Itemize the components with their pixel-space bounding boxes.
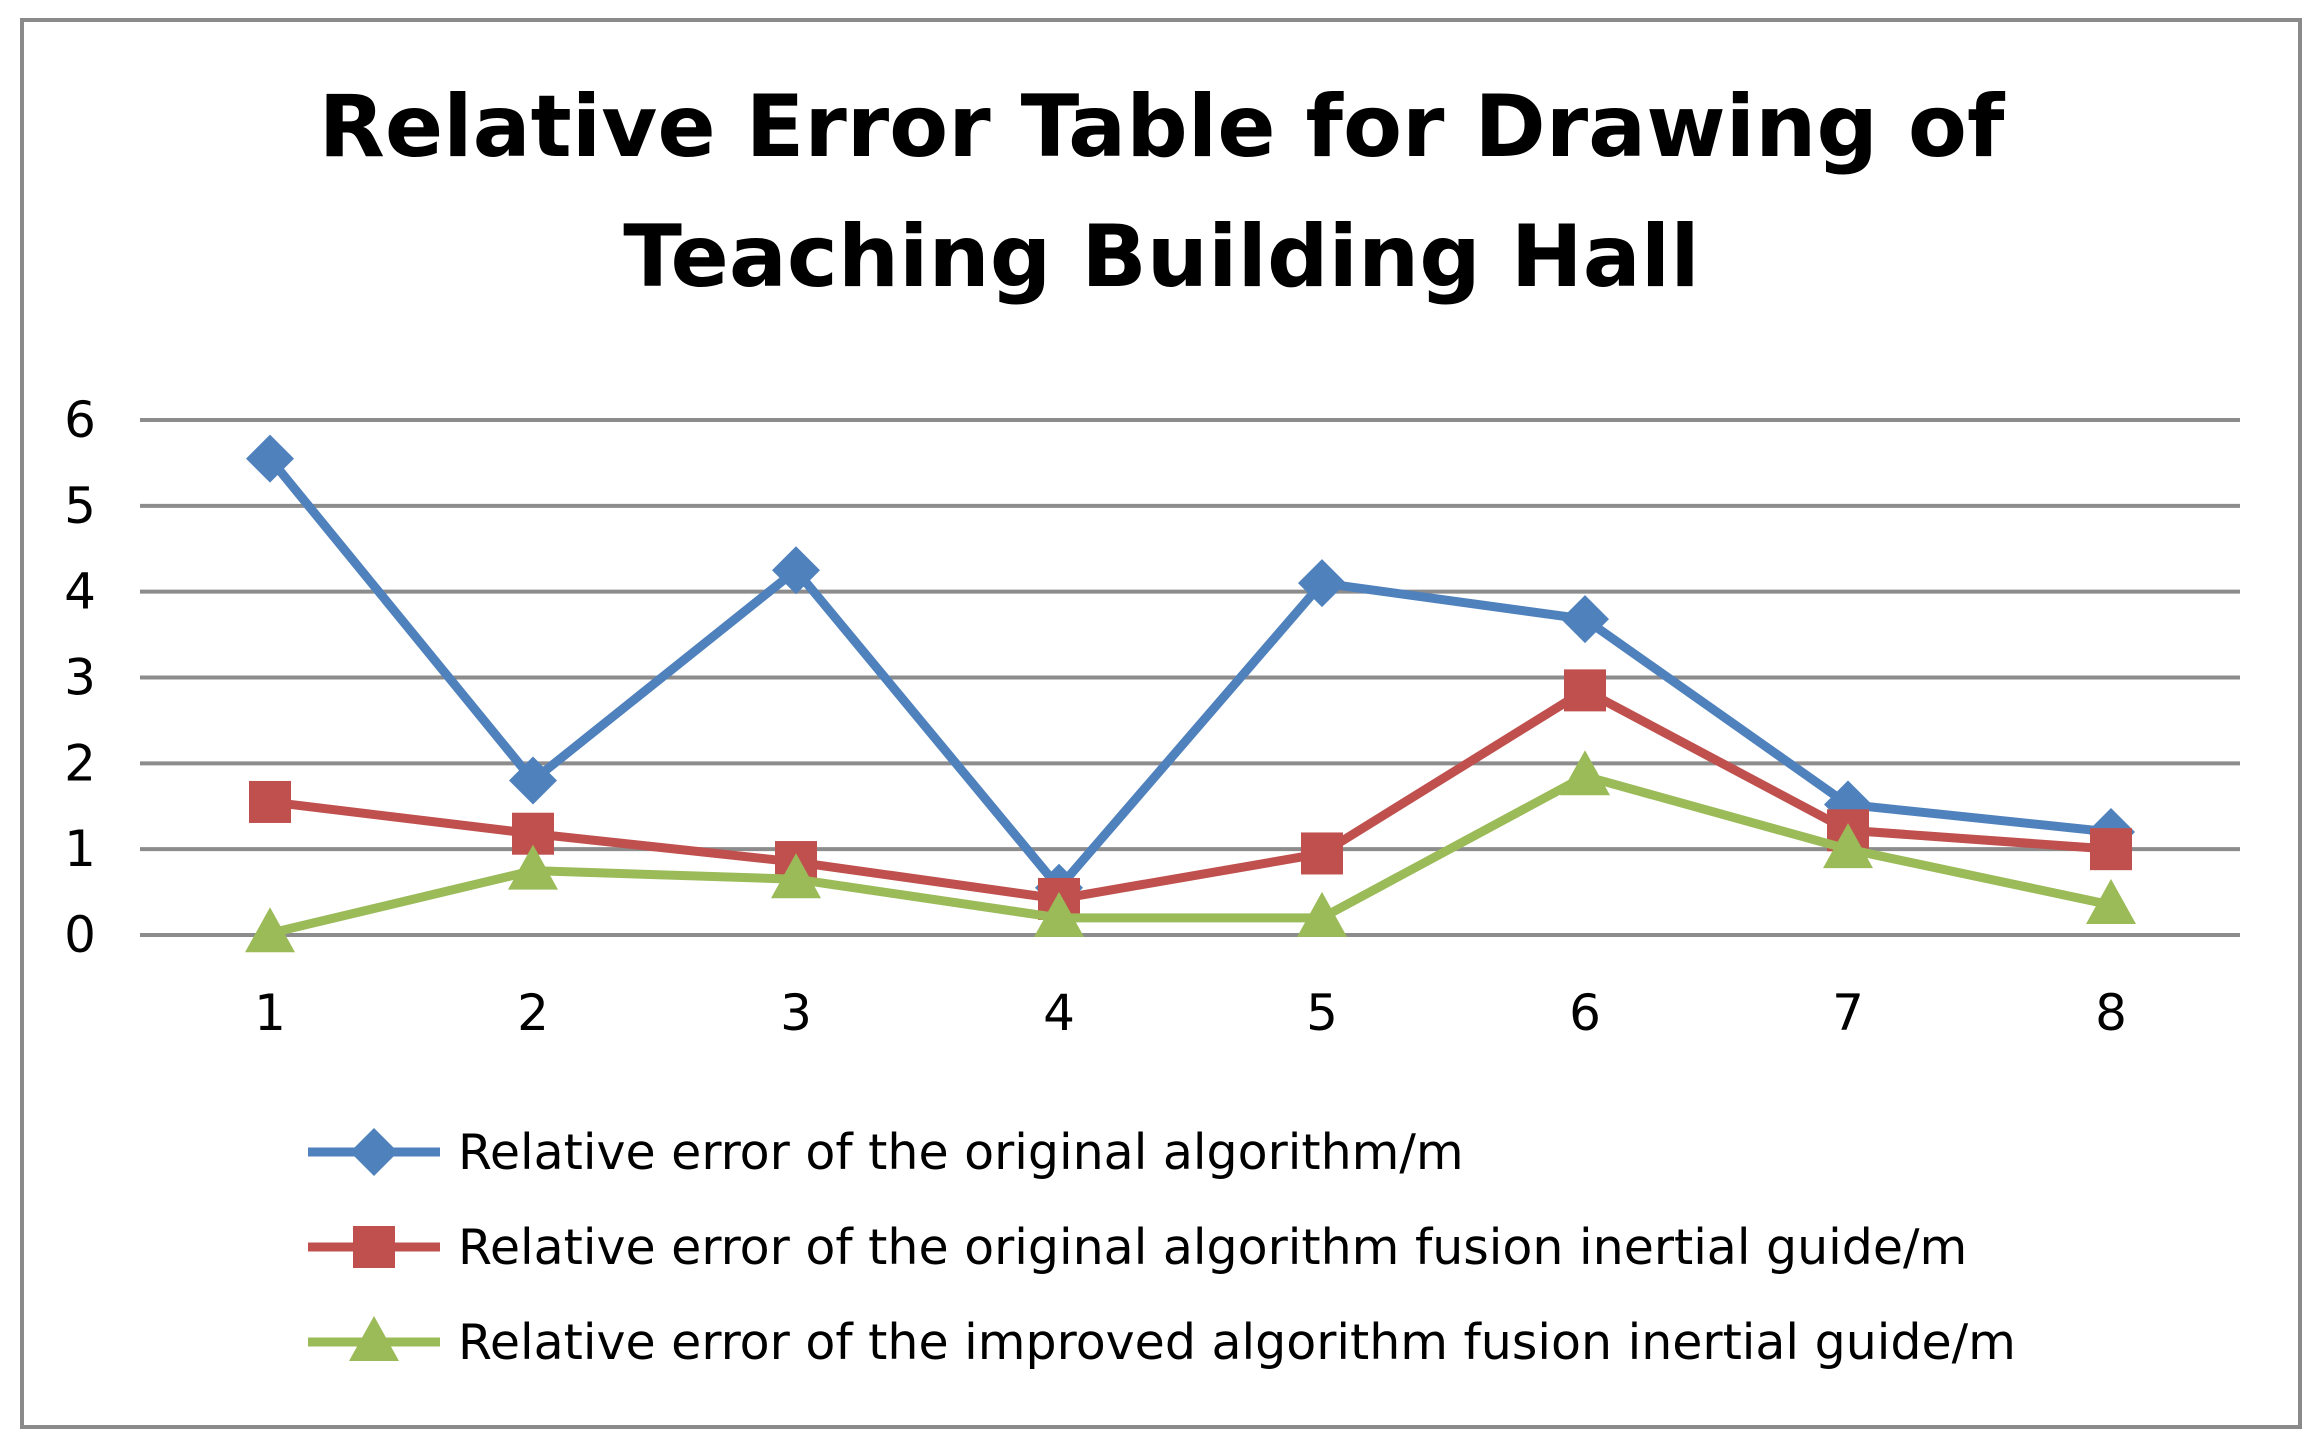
- legend: Relative error of the original algorithm…: [308, 1124, 2016, 1371]
- data-point-square: [2090, 828, 2132, 871]
- data-point-diamond: [1561, 595, 1609, 644]
- data-point-triangle: [245, 907, 295, 953]
- x-tick-label: 3: [780, 984, 812, 1042]
- legend-label: Relative error of the improved algorithm…: [458, 1314, 2016, 1371]
- x-tick-label: 4: [1043, 984, 1075, 1042]
- y-tick-label: 6: [64, 391, 96, 449]
- data-point-triangle: [508, 844, 558, 890]
- data-point-triangle: [771, 853, 821, 899]
- chart-title-line-2: Teaching Building Hall: [623, 207, 1700, 307]
- y-tick-label: 5: [64, 477, 96, 535]
- data-point-triangle: [1560, 750, 1610, 796]
- x-tick-label: 1: [254, 984, 286, 1042]
- data-point-triangle: [1823, 823, 1873, 869]
- x-tick-label: 5: [1306, 984, 1338, 1042]
- chart-title-line-1: Relative Error Table for Drawing of: [318, 77, 2005, 177]
- y-tick-label: 1: [64, 820, 96, 878]
- x-tick-label: 7: [1832, 984, 1864, 1042]
- y-tick-label: 3: [64, 649, 96, 707]
- series-lines: [245, 434, 2136, 953]
- chart-frame: [20, 18, 2302, 1429]
- data-point-diamond: [1298, 559, 1346, 608]
- legend-marker-square: [353, 1226, 395, 1268]
- data-point-triangle: [1297, 891, 1347, 937]
- x-tick-label: 2: [517, 984, 549, 1042]
- data-point-diamond: [246, 434, 294, 483]
- chart-title: Relative Error Table for Drawing of Teac…: [0, 62, 2323, 322]
- gridlines: [140, 418, 2240, 937]
- series-triangle: [245, 750, 2136, 953]
- series-line: [269, 685, 2112, 904]
- series-line: [268, 771, 2112, 938]
- y-tick-labels: 0 1 2 3 4 5 6: [64, 391, 96, 964]
- series-line: [266, 455, 2112, 893]
- x-tick-label: 6: [1569, 984, 1601, 1042]
- legend-label: Relative error of the original algorithm…: [458, 1219, 1967, 1276]
- y-tick-label: 0: [64, 906, 96, 964]
- legend-marker-triangle: [349, 1316, 399, 1361]
- data-point-square: [249, 780, 291, 823]
- data-point-triangle: [1034, 891, 1084, 937]
- series-square: [249, 669, 2132, 920]
- data-point-diamond: [509, 756, 557, 805]
- legend-marker-diamond: [350, 1128, 398, 1176]
- data-point-square: [1301, 832, 1343, 875]
- x-tick-label: 8: [2095, 984, 2127, 1042]
- data-point-triangle: [2086, 878, 2136, 924]
- legend-label: Relative error of the original algorithm…: [458, 1124, 1464, 1181]
- y-tick-label: 4: [64, 563, 96, 621]
- y-tick-label: 2: [64, 734, 96, 792]
- data-point-square: [1564, 669, 1606, 712]
- data-point-diamond: [772, 546, 820, 595]
- x-tick-labels: 1 2 3 4 5 6 7 8: [254, 984, 2127, 1042]
